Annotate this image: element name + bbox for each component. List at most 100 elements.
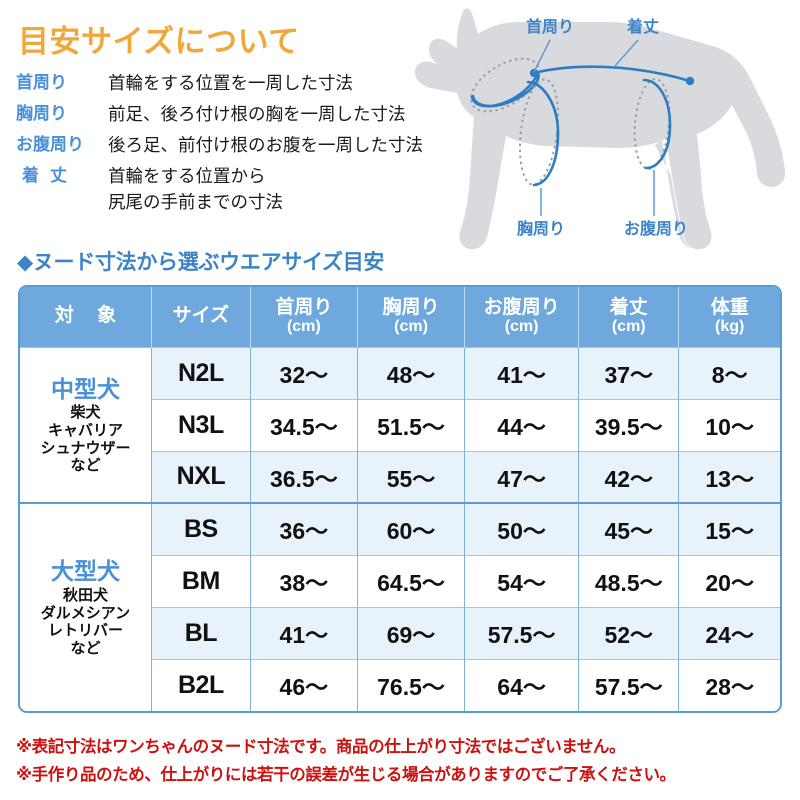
measurement-cell-weight: 13〜 <box>678 450 780 503</box>
measurement-cell-length: 45〜 <box>578 502 680 555</box>
measurement-cell-belly: 64〜 <box>464 658 580 711</box>
table-header-cell: お腹周り (cm) <box>464 287 580 347</box>
definition-row: 胸周り 前足、後ろ付け根の胸を一周した寸法 <box>16 101 423 127</box>
measurement-cell-weight: 20〜 <box>678 554 780 607</box>
table-header-cell: 体重 (kg) <box>678 287 780 347</box>
definition-description-line: 首輪をする位置を一周した寸法 <box>108 73 353 93</box>
definition-description: 首輪をする位置から 尻尾の手前までの寸法 <box>108 163 283 215</box>
measurement-cell-length: 39.5〜 <box>578 398 680 451</box>
measurement-cell-belly: 54〜 <box>464 554 580 607</box>
back-length-line <box>529 65 695 86</box>
measurement-cell-weight: 10〜 <box>678 398 780 451</box>
size-chart-container: 対 象サイズ 首周り (cm) 胸周り (cm) お腹周り (cm) 着丈 (cm) 体重 (kg)… <box>18 285 782 713</box>
table-header-label: 胸周り <box>382 296 440 318</box>
table-header-unit: (cm) <box>611 318 646 336</box>
table-row: N3L 34.5〜 51.5〜 44〜 39.5〜 10〜 <box>20 398 780 451</box>
measurement-cell-belly: 44〜 <box>464 398 580 451</box>
table-header-label: お腹周り <box>483 296 560 318</box>
table-header-cell: サイズ <box>151 287 251 347</box>
size-code-cell: B2L <box>151 658 251 711</box>
target-group-breed: キャバリア <box>47 421 123 439</box>
leader-lines <box>533 39 655 216</box>
table-header-unit: (cm) <box>504 318 539 336</box>
diagram-label-belly: お腹周り <box>624 219 688 238</box>
measurement-cell-length: 52〜 <box>578 606 680 659</box>
table-header-label: 体重 <box>710 296 749 318</box>
table-row: BM 38〜 64.5〜 54〜 48.5〜 20〜 <box>20 554 780 607</box>
table-head: 対 象サイズ 首周り (cm) 胸周り (cm) お腹周り (cm) 着丈 (cm) 体重 (kg) <box>20 287 780 347</box>
measurement-cell-neck: 38〜 <box>250 554 358 607</box>
diagram-label-neck: 首周り <box>526 17 574 36</box>
measurement-cell-neck: 36.5〜 <box>250 450 358 503</box>
target-group-cell: 大型犬 秋田犬 ダルメシアン レトリバー など <box>20 502 152 711</box>
target-group-breed: など <box>70 457 101 475</box>
measurement-cell-weight: 28〜 <box>678 658 780 711</box>
belly-measure-loop <box>633 78 672 170</box>
measurement-cell-chest: 48〜 <box>357 346 466 399</box>
footer-note: ※手作り品のため、仕上がりには若干の誤差が生じる場合がありますのでご了承ください… <box>16 766 676 784</box>
measurement-cell-neck: 36〜 <box>250 502 358 555</box>
measurement-cell-weight: 8〜 <box>678 346 780 399</box>
measurement-cell-neck: 34.5〜 <box>250 398 358 451</box>
definition-description-line: 尻尾の手前までの寸法 <box>108 192 283 212</box>
footer-note: ※表記寸法はワンちゃんのヌード寸法です。商品の仕上がり寸法ではございません。 <box>16 738 626 756</box>
size-table-subtitle: ◆ヌード寸法から選ぶウエアサイズ目安 <box>17 251 385 274</box>
measurement-cell-chest: 51.5〜 <box>357 398 466 451</box>
definition-row: 首周り 首輪をする位置を一周した寸法 <box>16 70 423 96</box>
measurement-cell-length: 48.5〜 <box>578 554 680 607</box>
definition-term: 首周り <box>16 73 67 92</box>
size-code-cell: N3L <box>151 398 251 451</box>
definition-description: 前足、後ろ付け根の胸を一周した寸法 <box>108 101 406 127</box>
table-header-label: サイズ <box>172 305 230 327</box>
table-header-cell: 着丈 (cm) <box>578 287 680 347</box>
diagram-label-length: 着丈 <box>626 17 659 36</box>
measurement-cell-belly: 50〜 <box>464 502 580 555</box>
size-code-cell: NXL <box>151 450 251 503</box>
dog-silhouette-shape <box>415 8 786 250</box>
table-header-cell: 胸周り (cm) <box>357 287 466 347</box>
table-header-row: 対 象サイズ 首周り (cm) 胸周り (cm) お腹周り (cm) 着丈 (cm) 体重 (kg) <box>20 287 780 347</box>
table-header-cell: 首周り (cm) <box>250 287 358 347</box>
size-code-cell: BS <box>151 502 251 555</box>
measurement-cell-chest: 76.5〜 <box>357 658 466 711</box>
target-group-breed: 秋田犬 <box>62 587 108 604</box>
target-group-cell: 中型犬 柴犬 キャバリア シュナウザー など <box>20 346 152 503</box>
size-code-cell: BL <box>151 606 251 659</box>
measurement-cell-weight: 15〜 <box>678 502 780 555</box>
size-code-cell: BM <box>151 554 251 607</box>
target-group-breed: 柴犬 <box>70 404 101 422</box>
target-group-title: 大型犬 <box>50 558 120 585</box>
diagram-label-chest: 胸周り <box>517 219 565 238</box>
chest-measure-loop <box>519 78 560 187</box>
definition-description: 後ろ足、前付け根のお腹を一周した寸法 <box>108 132 423 158</box>
measurement-cell-chest: 60〜 <box>357 502 466 555</box>
measurement-cell-belly: 47〜 <box>464 450 580 503</box>
definition-term: 胸周り <box>16 104 67 123</box>
measurement-cell-chest: 69〜 <box>357 606 466 659</box>
definition-description: 首輪をする位置を一周した寸法 <box>108 70 353 96</box>
measurement-cell-length: 42〜 <box>578 450 680 503</box>
target-group-breed: など <box>70 640 101 658</box>
definition-description-line: 前足、後ろ付け根の胸を一周した寸法 <box>108 104 406 124</box>
measurement-cell-neck: 32〜 <box>250 346 358 399</box>
measurement-cell-neck: 41〜 <box>250 606 358 659</box>
definition-row: 着丈 首輪をする位置から 尻尾の手前までの寸法 <box>16 163 423 215</box>
table-header-unit: (cm) <box>394 318 428 336</box>
table-header-cell: 対 象 <box>20 287 152 347</box>
table-row: 大型犬 秋田犬 ダルメシアン レトリバー など BS 36〜 60〜 50〜 45〜 15〜 <box>20 502 780 711</box>
dog-measurement-diagram: 首周り 着丈 胸周り お腹周り <box>400 0 800 262</box>
size-code-cell: N2L <box>151 346 251 399</box>
measurement-cell-length: 37〜 <box>578 346 680 399</box>
page-title: 目安サイズについて <box>18 24 300 59</box>
measurement-cell-neck: 46〜 <box>250 658 358 711</box>
measurement-cell-chest: 55〜 <box>357 450 466 503</box>
definition-term: 着丈 <box>22 166 78 185</box>
table-row: B2L 46〜 76.5〜 64〜 57.5〜 28〜 <box>20 658 780 711</box>
measurement-cell-belly: 57.5〜 <box>464 606 580 659</box>
size-chart-table: 対 象サイズ 首周り (cm) 胸周り (cm) お腹周り (cm) 着丈 (cm) 体重 (kg)… <box>20 287 780 711</box>
definition-description-line: 首輪をする位置から <box>108 166 266 186</box>
measurement-cell-belly: 41〜 <box>464 346 580 399</box>
target-group-breed: シュナウザー <box>40 439 131 457</box>
definition-term: お腹周り <box>16 135 84 154</box>
measurement-definitions-list: 首周り 首輪をする位置を一周した寸法胸周り 前足、後ろ付け根の胸を一周した寸法お腹周… <box>16 70 423 220</box>
